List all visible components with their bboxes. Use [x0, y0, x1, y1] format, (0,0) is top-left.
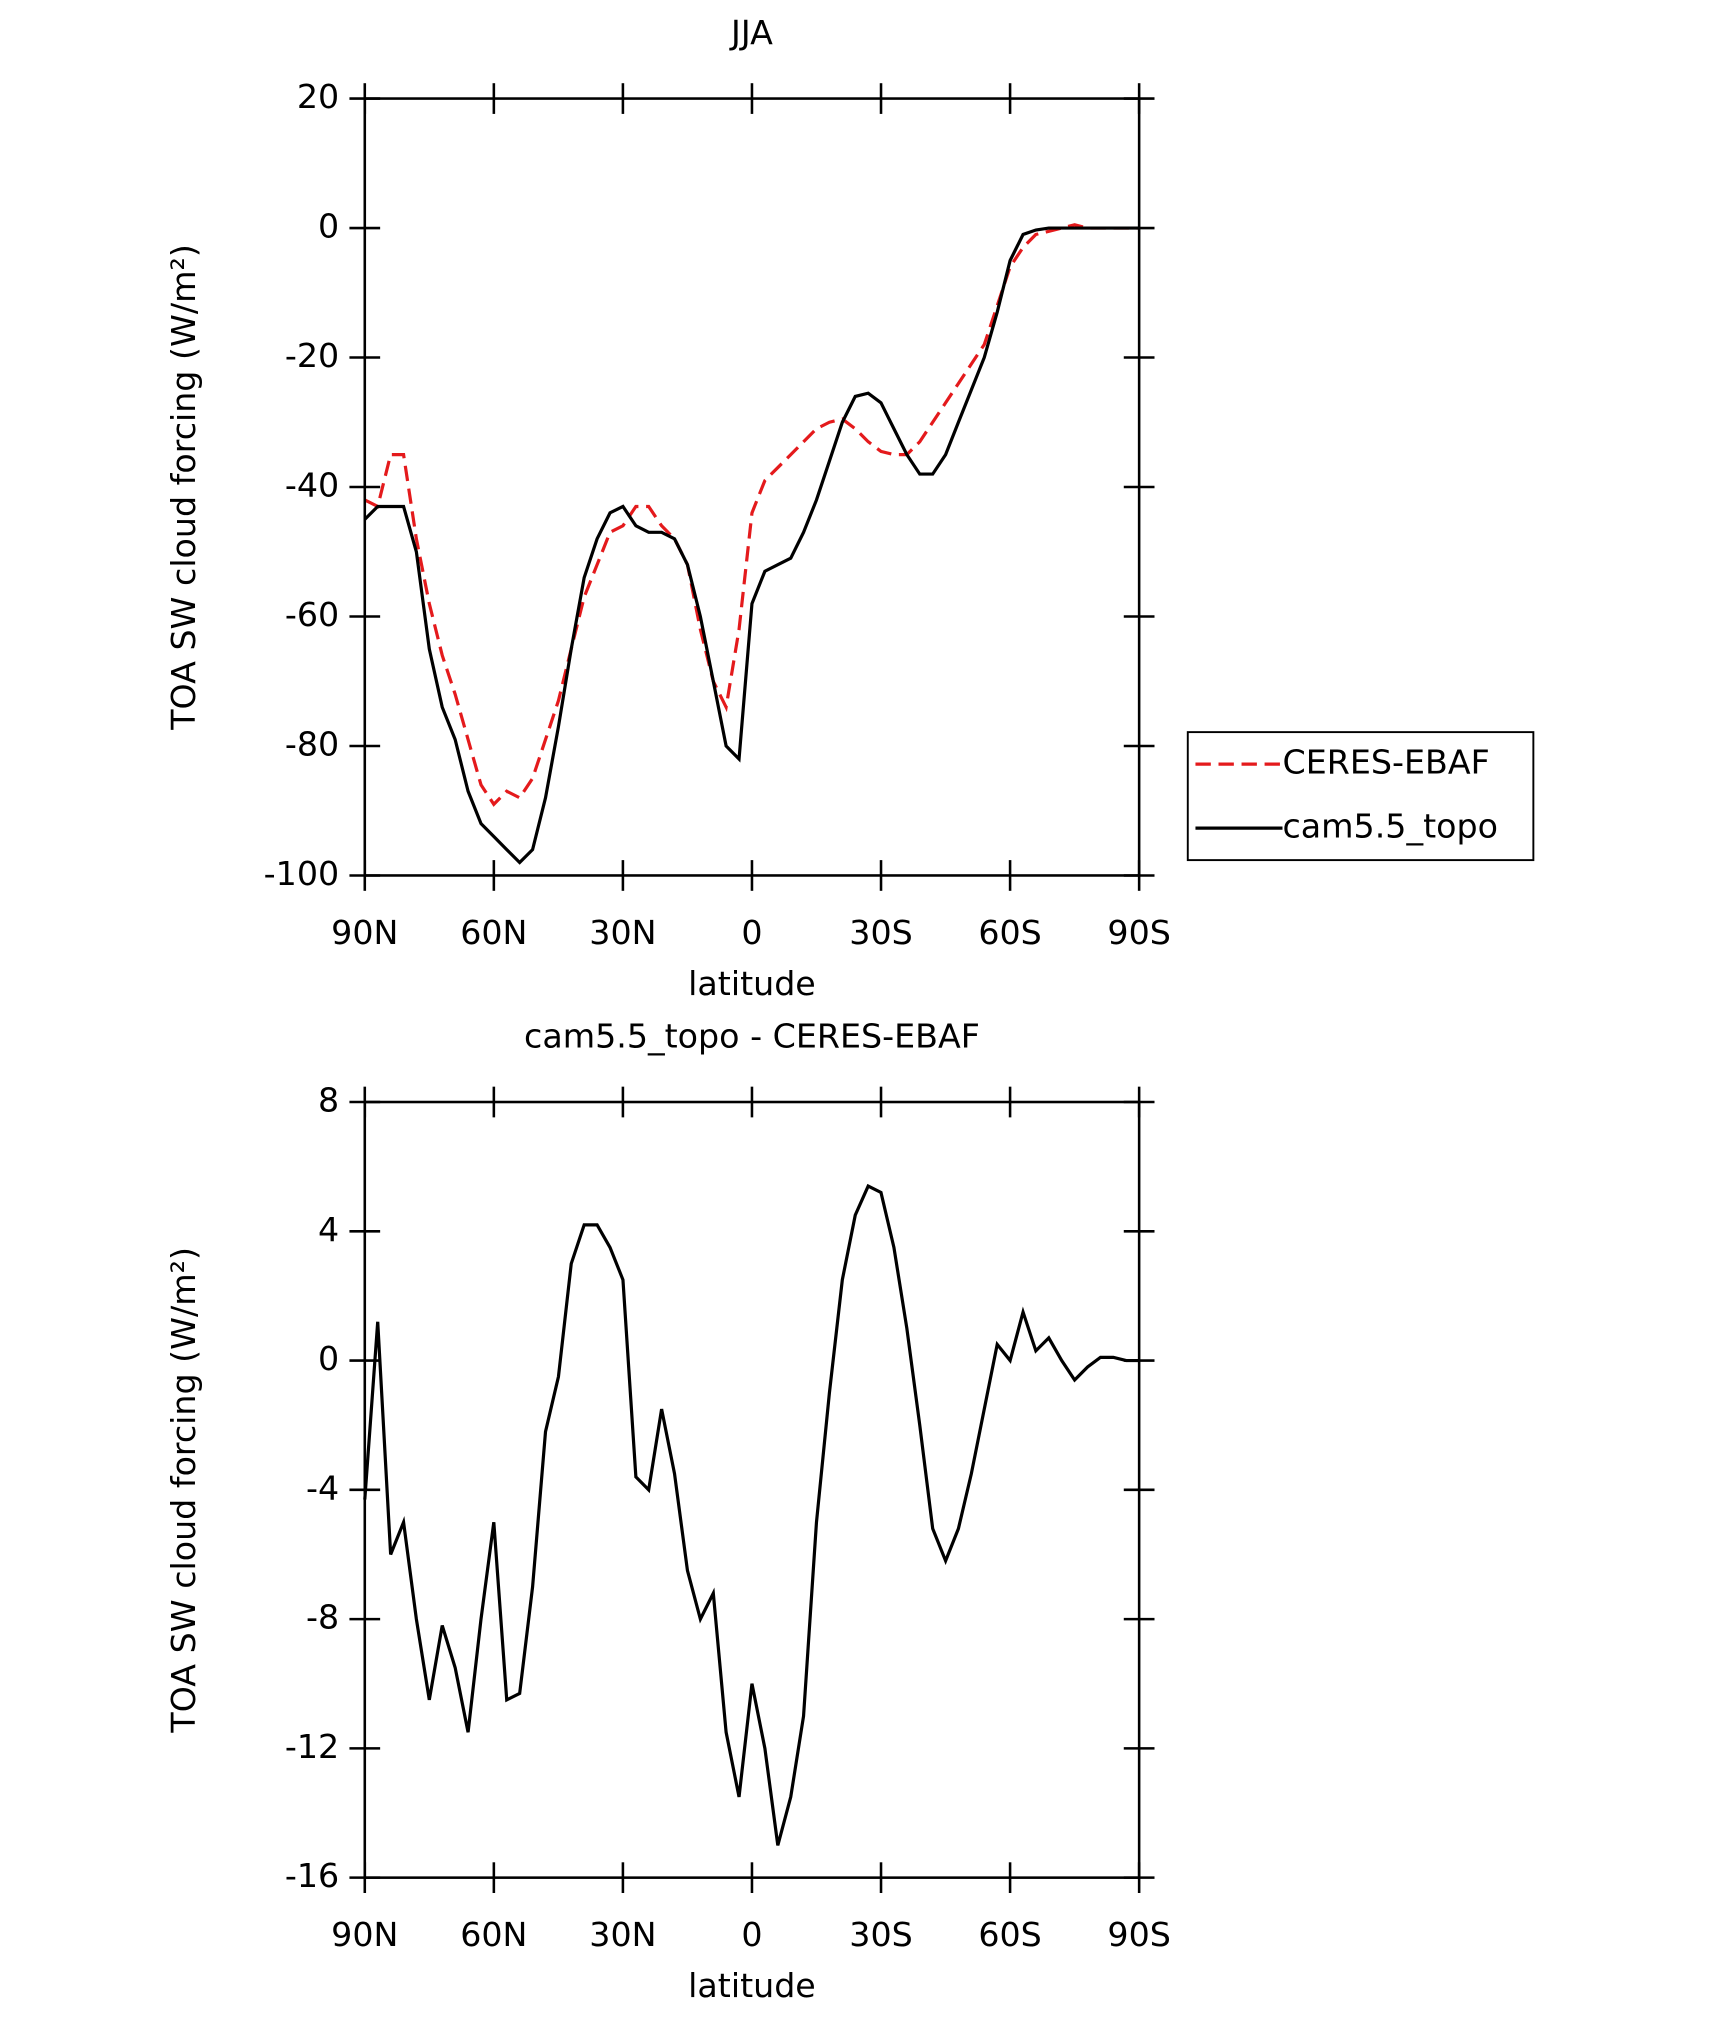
x-tick-label: 90S — [1107, 913, 1170, 952]
chart-title: cam5.5_topo - CERES-EBAF — [524, 1017, 980, 1056]
x-tick-label: 0 — [741, 913, 762, 952]
y-tick-label: -12 — [285, 1727, 339, 1766]
y-tick-label: 0 — [318, 1339, 339, 1378]
x-axis-label: latitude — [688, 964, 816, 1003]
y-tick-label: -100 — [264, 854, 339, 893]
plot-frame — [363, 1100, 1141, 1879]
plot-frame — [363, 97, 1141, 877]
y-tick-label: -40 — [285, 466, 339, 505]
y-tick-label: -80 — [285, 724, 339, 763]
legend-label: cam5.5_topo — [1282, 807, 1497, 846]
x-tick-label: 0 — [741, 1915, 762, 1954]
x-tick-label: 90S — [1107, 1915, 1170, 1954]
x-tick-label: 60N — [460, 913, 527, 952]
y-tick-label: 8 — [318, 1081, 339, 1120]
x-tick-label: 30N — [589, 913, 656, 952]
y-tick-label: 20 — [297, 77, 339, 116]
y-tick-label: -4 — [306, 1468, 339, 1507]
data-line — [363, 226, 1140, 865]
x-tick-label: 30S — [849, 913, 912, 952]
y-tick-label: 0 — [318, 207, 339, 246]
y-tick-label: 4 — [318, 1210, 339, 1249]
x-tick-label: 30N — [589, 1915, 656, 1954]
x-tick-label: 30S — [849, 1915, 912, 1954]
y-axis-label: TOA SW cloud forcing (W/m²) — [164, 1247, 203, 1734]
y-tick-label: -60 — [285, 595, 339, 634]
y-tick-label: -16 — [285, 1856, 339, 1895]
data-line — [363, 1183, 1140, 1846]
y-axis-label: TOA SW cloud forcing (W/m²) — [164, 244, 203, 731]
x-tick-label: 60N — [460, 1915, 527, 1954]
x-axis-label: latitude — [688, 1966, 816, 2005]
x-tick-label: 60S — [978, 1915, 1041, 1954]
y-tick-label: -8 — [306, 1598, 339, 1637]
x-tick-label: 90N — [331, 913, 398, 952]
x-tick-label: 90N — [331, 1915, 398, 1954]
x-tick-label: 60S — [978, 913, 1041, 952]
chart-title: JJA — [729, 13, 773, 52]
legend-box — [1186, 731, 1535, 862]
y-tick-label: -20 — [285, 336, 339, 375]
data-line — [364, 223, 1140, 807]
legend-label: CERES-EBAF — [1282, 743, 1489, 782]
